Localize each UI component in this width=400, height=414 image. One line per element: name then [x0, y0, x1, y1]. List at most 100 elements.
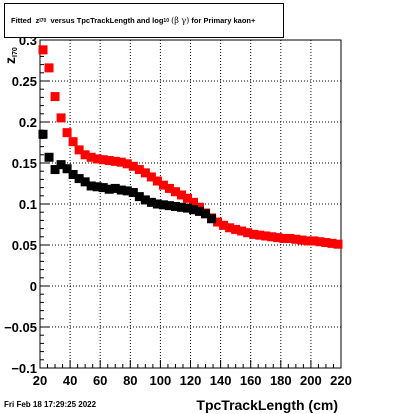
data-point [122, 159, 132, 169]
title-tail: for Primary kaon+ [191, 16, 256, 25]
data-point [297, 235, 307, 245]
data-point [68, 169, 78, 179]
data-point [122, 186, 132, 196]
data-point [62, 128, 72, 138]
y-axis-label: zI70 [2, 47, 19, 64]
data-point [303, 236, 313, 246]
grid-lines [40, 40, 341, 368]
data-point [189, 197, 199, 207]
data-point [44, 152, 54, 162]
data-point [56, 160, 66, 170]
x-tick-label: 80 [123, 373, 137, 388]
data-point [225, 223, 235, 233]
axis-ticks [39, 39, 342, 369]
x-tick-label: 200 [300, 373, 322, 388]
data-point [231, 224, 241, 234]
data-point [152, 176, 162, 186]
data-point [201, 209, 211, 219]
data-point [267, 232, 277, 242]
data-point [80, 150, 90, 160]
data-point [327, 238, 337, 248]
data-point [74, 145, 84, 155]
title-z: z [35, 16, 40, 25]
x-tick-label: 20 [33, 373, 47, 388]
data-point [92, 182, 102, 192]
data-point [158, 180, 168, 190]
data-point [98, 183, 108, 193]
data-point [321, 238, 331, 248]
data-point [50, 165, 60, 175]
data-point [243, 228, 253, 238]
data-point [104, 156, 114, 166]
data-point [116, 157, 126, 167]
data-point [219, 220, 229, 230]
title-z-sub: I70 [39, 17, 47, 24]
data-point [158, 200, 168, 210]
x-tick-label: 100 [150, 373, 172, 388]
x-tick-label: 180 [270, 373, 292, 388]
data-point [170, 201, 180, 211]
data-point [80, 177, 90, 187]
data-point [333, 239, 343, 249]
data-point [189, 205, 199, 215]
x-tick-label: 120 [180, 373, 202, 388]
data-point [92, 154, 102, 164]
data-point [207, 214, 217, 224]
tick-labels: 20 40 60 80 100 120 140 160 180 200 220 −0.1 −0.05 0 0… [4, 33, 352, 388]
data-point [110, 156, 120, 166]
data-point [291, 234, 301, 244]
y-axis-label-sub: I70 [12, 47, 19, 57]
data-point [176, 190, 186, 200]
data-point [255, 230, 265, 240]
y-axis-label-main: z [2, 57, 18, 64]
data-point [128, 188, 138, 198]
x-tick-label: 220 [330, 373, 352, 388]
x-tick-label: 60 [93, 373, 107, 388]
data-point [38, 129, 48, 139]
data-point [195, 206, 205, 216]
y-tick-label: −0.1 [11, 361, 37, 376]
y-tick-label: 0.15 [12, 156, 37, 171]
y-tick-label: 0.05 [12, 238, 37, 253]
data-point [315, 237, 325, 247]
data-point [182, 203, 192, 213]
data-points [38, 45, 343, 249]
data-point [261, 231, 271, 241]
y-tick-label: −0.05 [4, 320, 37, 335]
y-tick-label: 0.1 [19, 197, 37, 212]
data-point [146, 197, 156, 207]
data-point [170, 187, 180, 197]
data-point [116, 185, 126, 195]
data-point [249, 229, 259, 239]
y-tick-label: 0 [30, 279, 37, 294]
y-tick-label: 0.25 [12, 74, 37, 89]
x-axis-label: TpcTrackLength (cm) [196, 397, 338, 413]
x-tick-label: 160 [240, 373, 262, 388]
data-point [146, 172, 156, 182]
x-tick-label: 40 [63, 373, 77, 388]
timestamp: Fri Feb 18 17:29:25 2022 [4, 400, 97, 409]
data-point [134, 165, 144, 175]
data-point [86, 152, 96, 162]
data-point [74, 174, 84, 184]
y-tick-label: 0.2 [19, 115, 37, 130]
data-point [38, 45, 48, 55]
data-point [110, 183, 120, 193]
data-point [182, 193, 192, 203]
data-point [176, 202, 186, 212]
data-point [140, 195, 150, 205]
data-point [285, 233, 295, 243]
data-point [279, 233, 289, 243]
title-greek: (β γ) [171, 16, 190, 25]
title-log-sub: 10 [163, 17, 169, 24]
x-tick-label: 140 [210, 373, 232, 388]
data-point [44, 63, 54, 73]
data-point [237, 226, 247, 236]
title-fitted: Fitted [11, 16, 32, 25]
data-point [164, 201, 174, 211]
data-point [86, 181, 96, 191]
data-point [104, 184, 114, 194]
data-point [152, 199, 162, 209]
data-point [50, 92, 60, 102]
